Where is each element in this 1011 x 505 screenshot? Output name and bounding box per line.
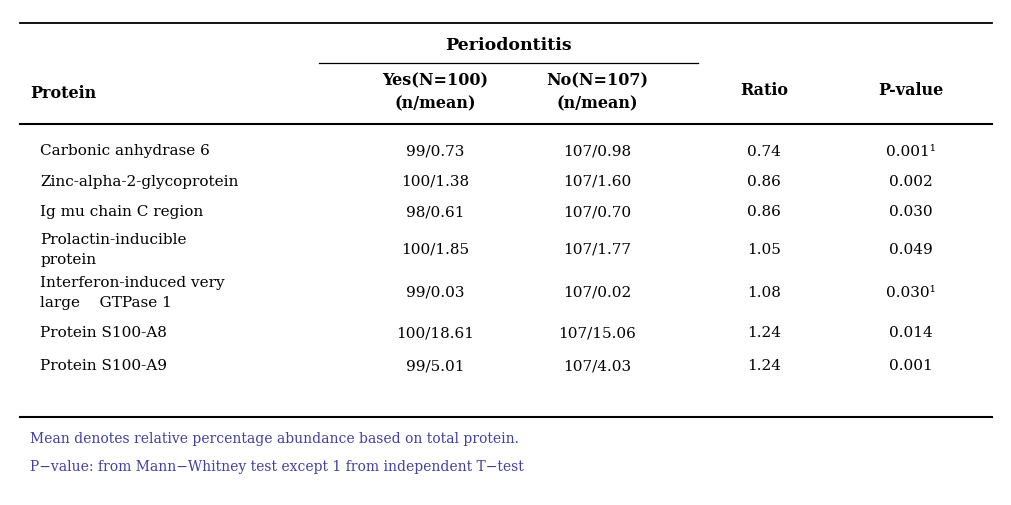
Text: Protein S100-A8: Protein S100-A8 [40, 326, 167, 340]
Text: Mean denotes relative percentage abundance based on total protein.: Mean denotes relative percentage abundan… [30, 432, 519, 446]
Text: 99/0.03: 99/0.03 [405, 286, 464, 300]
Text: 107/15.06: 107/15.06 [558, 326, 635, 340]
Text: Yes(N=100): Yes(N=100) [382, 72, 487, 89]
Text: 98/0.61: 98/0.61 [405, 205, 464, 219]
Text: 0.001¹: 0.001¹ [885, 144, 935, 159]
Text: 100/1.85: 100/1.85 [400, 243, 469, 257]
Text: Protein: Protein [30, 85, 96, 102]
Text: 107/0.70: 107/0.70 [562, 205, 631, 219]
Text: 0.049: 0.049 [888, 243, 932, 257]
Text: P-value: P-value [878, 82, 942, 99]
Text: 107/1.77: 107/1.77 [562, 243, 631, 257]
Text: Periodontitis: Periodontitis [444, 37, 571, 54]
Text: 1.24: 1.24 [746, 326, 780, 340]
Text: 0.014: 0.014 [888, 326, 932, 340]
Text: Zinc-alpha-2-glycoprotein: Zinc-alpha-2-glycoprotein [40, 175, 239, 189]
Text: Carbonic anhydrase 6: Carbonic anhydrase 6 [40, 144, 210, 159]
Text: 107/4.03: 107/4.03 [562, 359, 631, 373]
Text: 0.86: 0.86 [746, 175, 780, 189]
Text: 1.24: 1.24 [746, 359, 780, 373]
Text: 0.86: 0.86 [746, 205, 780, 219]
Text: 107/0.98: 107/0.98 [562, 144, 631, 159]
Text: 1.08: 1.08 [746, 286, 780, 300]
Text: P−value: from Mann−Whitney test except 1 from independent T−test: P−value: from Mann−Whitney test except 1… [30, 460, 524, 474]
Text: 99/5.01: 99/5.01 [405, 359, 464, 373]
Text: 0.002: 0.002 [888, 175, 932, 189]
Text: 107/0.02: 107/0.02 [562, 286, 631, 300]
Text: 1.05: 1.05 [746, 243, 780, 257]
Text: 0.001: 0.001 [888, 359, 932, 373]
Text: (n/mean): (n/mean) [556, 95, 637, 112]
Text: 100/1.38: 100/1.38 [400, 175, 469, 189]
Text: Ratio: Ratio [739, 82, 788, 99]
Text: Interferon-induced very
large    GTPase 1: Interferon-induced very large GTPase 1 [40, 276, 224, 310]
Text: (n/mean): (n/mean) [394, 95, 475, 112]
Text: 0.030: 0.030 [888, 205, 932, 219]
Text: 100/18.61: 100/18.61 [395, 326, 474, 340]
Text: 107/1.60: 107/1.60 [562, 175, 631, 189]
Text: No(N=107): No(N=107) [546, 72, 647, 89]
Text: Ig mu chain C region: Ig mu chain C region [40, 205, 203, 219]
Text: Protein S100-A9: Protein S100-A9 [40, 359, 167, 373]
Text: 0.030¹: 0.030¹ [885, 286, 935, 300]
Text: Prolactin-inducible
protein: Prolactin-inducible protein [40, 233, 187, 267]
Text: 99/0.73: 99/0.73 [405, 144, 464, 159]
Text: 0.74: 0.74 [746, 144, 780, 159]
